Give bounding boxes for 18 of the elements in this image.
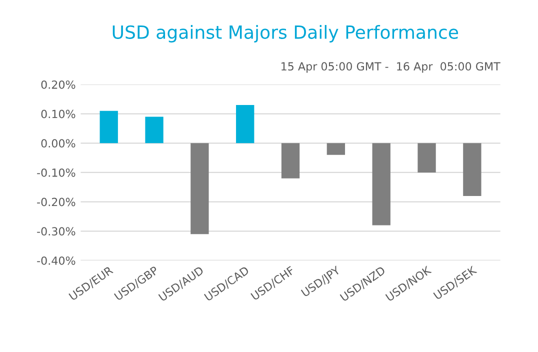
y-tick-label: -0.20% (37, 198, 76, 206)
y-tick-label: -0.30% (37, 227, 76, 236)
bar (418, 143, 436, 172)
y-tick-label: 0.00% (41, 139, 76, 148)
y-tick-label: -0.40% (37, 256, 76, 265)
bar (372, 143, 390, 226)
bar (145, 116, 164, 144)
bar (326, 143, 346, 155)
y-tick-label: -0.10% (37, 168, 76, 177)
chart-title: USD against Majors Daily Performance (112, 25, 458, 42)
bar (463, 143, 482, 196)
bar (190, 143, 209, 234)
y-tick-label: 0.10% (41, 110, 76, 118)
chart-subtitle: 15 Apr 05:00 GMT - 16 Apr 05:00 GMT (282, 62, 500, 73)
bar (100, 110, 118, 144)
bar (236, 105, 254, 144)
bar (281, 143, 300, 178)
y-tick-label: 0.20% (41, 80, 76, 89)
